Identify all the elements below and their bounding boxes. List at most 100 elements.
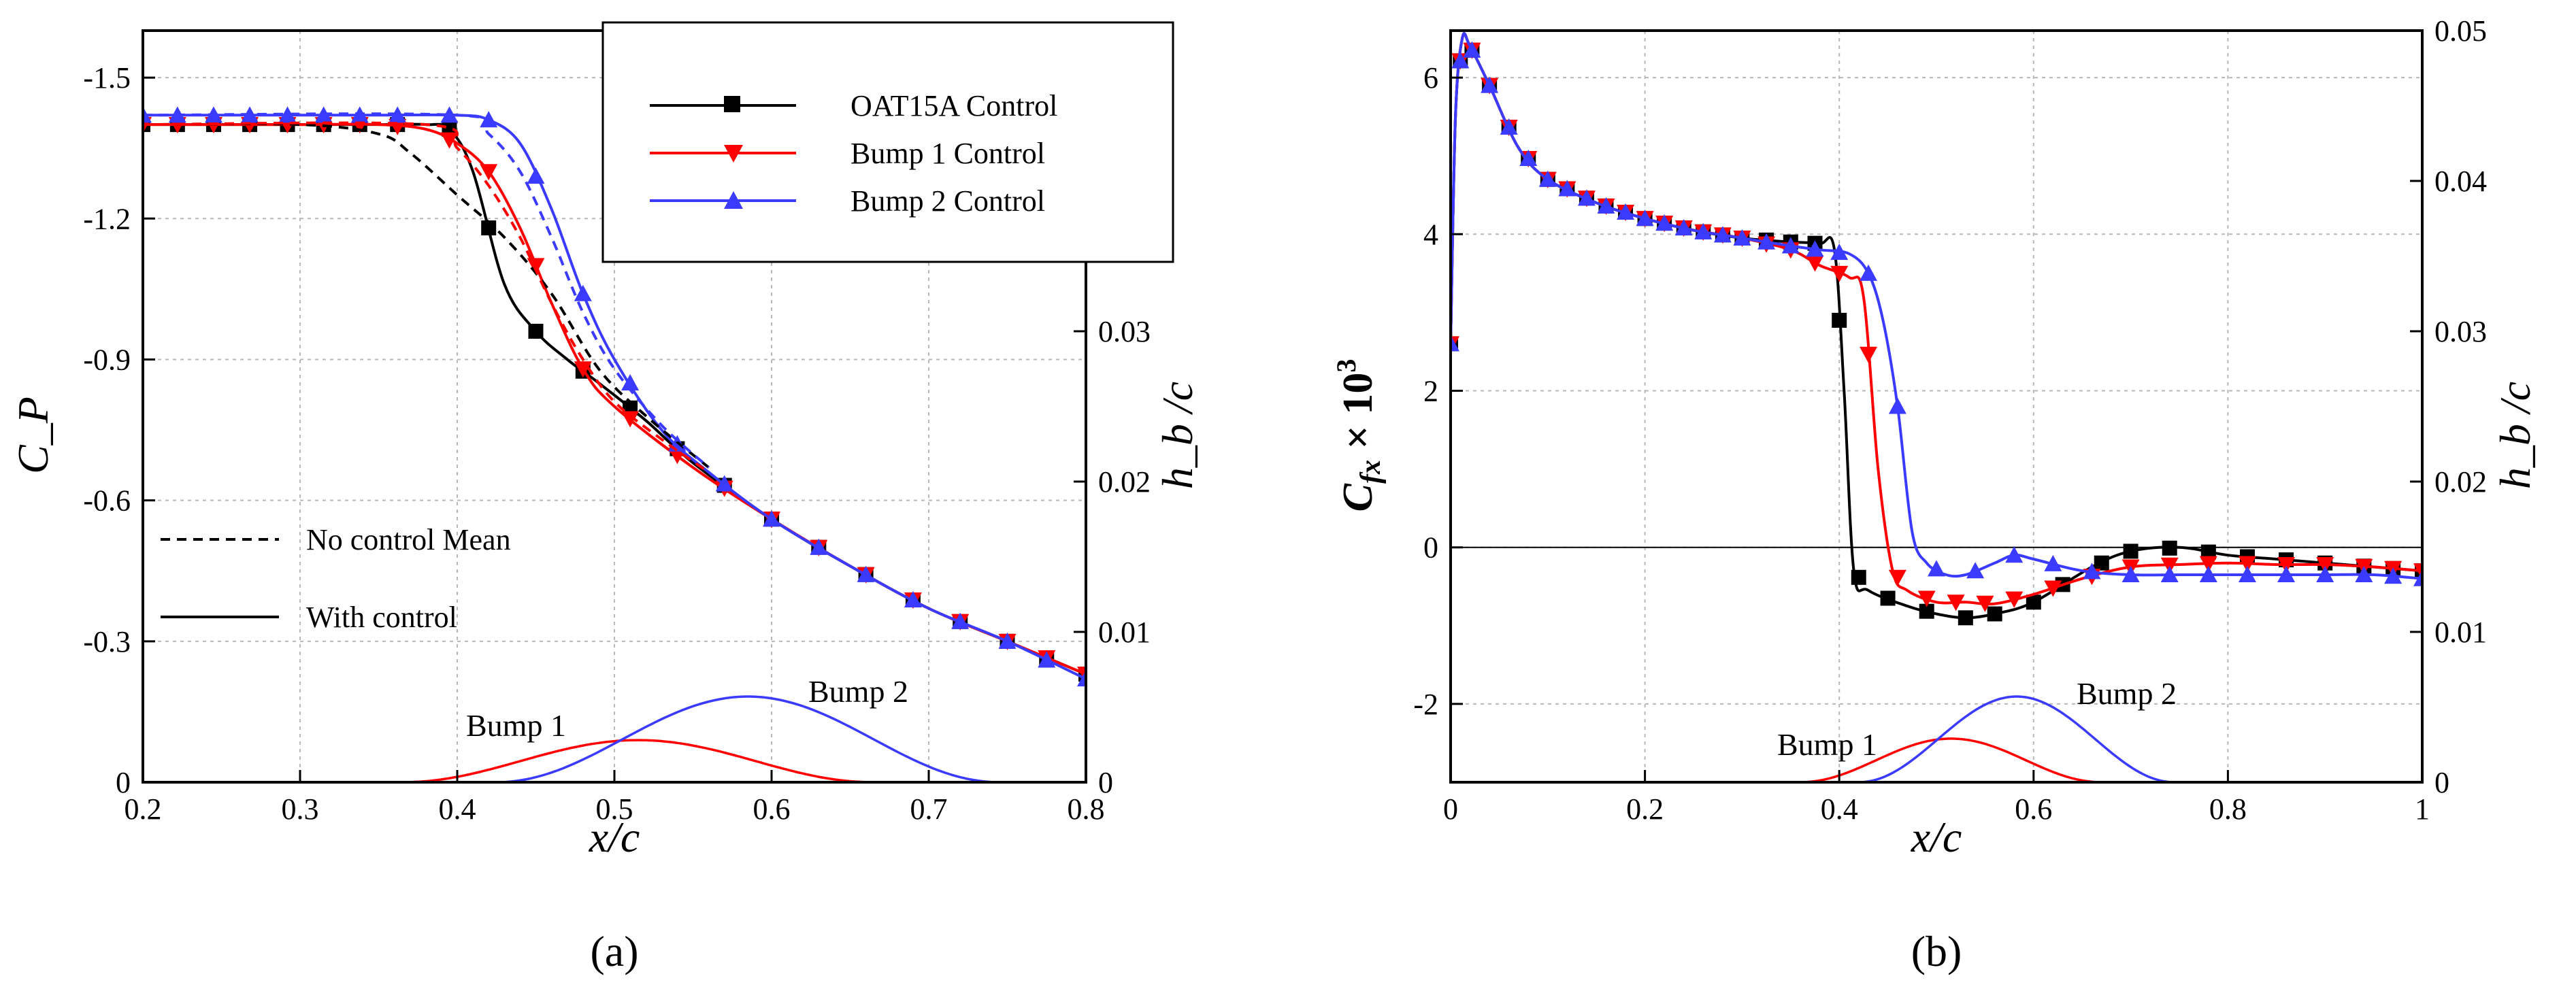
data-point-triangle-up [1694, 222, 1713, 239]
data-point-square [1851, 569, 1866, 585]
data-point-triangle-up [2005, 546, 2024, 563]
annotation-bump-2: Bump 2 [2077, 676, 2177, 711]
data-point-triangle-down [527, 258, 545, 275]
series-line [1451, 32, 2422, 620]
y-tick-label: 4 [1423, 218, 1438, 251]
data-point-triangle-up [1577, 189, 1596, 206]
y2-tick-label: 0.01 [1098, 616, 1151, 649]
data-point-triangle-up [1655, 214, 1674, 231]
data-point-triangle-up [1538, 170, 1557, 187]
data-point-triangle-up [1830, 244, 1849, 261]
data-point-triangle-up [2384, 567, 2402, 584]
data-point-triangle-up [1888, 397, 1906, 414]
data-point-triangle-down [2005, 591, 2024, 608]
data-point-square [1987, 606, 2002, 622]
data-point-triangle-up [1928, 560, 1945, 577]
data-point-square [1880, 590, 1896, 606]
y2-tick-label: 0.04 [2434, 165, 2487, 198]
data-point-square [1832, 312, 1847, 328]
panel-b: 0 0.2 0.4 0.6 0.8 1 -2 0 2 4 6 0 0.01 0.02 0.03 0.04 0.0… [1331, 14, 2539, 975]
data-point-triangle-down [2277, 557, 2296, 574]
panel-b-y2label: h_b /c [2491, 382, 2539, 489]
y-tick-label: 6 [1423, 61, 1438, 95]
panel-a-series [143, 106, 1086, 782]
y-tick-label: -0.6 [83, 484, 131, 518]
data-point-triangle-down [2316, 557, 2334, 574]
data-point-triangle-up [1636, 209, 1654, 227]
data-point-triangle-up [2238, 565, 2256, 582]
panel-b-ticks: 0 0.2 0.4 0.6 0.8 1 -2 0 2 4 6 0 0.01 0.02 0.03 0.04 0.0… [1413, 14, 2487, 826]
x-tick-label: 0.4 [439, 792, 476, 826]
bump-shape-line [1800, 737, 2102, 782]
data-point-triangle-up [1038, 651, 1056, 668]
data-point-triangle-up [1597, 197, 1615, 214]
panel-a-y2label: h_b /c [1153, 382, 1202, 489]
panel-b-xlabel: x/c [1911, 813, 1962, 861]
data-point-triangle-down [440, 132, 459, 149]
y-tick-label: 0 [116, 766, 131, 799]
data-point-triangle-up [2199, 565, 2217, 582]
data-point-triangle-down [1830, 265, 1849, 282]
y2-tick-label: 0 [1098, 766, 1113, 799]
data-point-square [2162, 540, 2177, 556]
annotation-bump-1: Bump 1 [466, 708, 566, 743]
data-point-triangle-up [440, 106, 459, 123]
panel-a: 0.2 0.3 0.4 0.5 0.6 0.7 0.80-0.3-0.6-0.9-1.2-1… [9, 21, 1202, 975]
data-point-triangle-up [2277, 565, 2296, 582]
panel-a-legend: OAT15A Control Bump 1 Control Bump 2 Con… [601, 21, 1174, 263]
data-point-triangle-up [1463, 41, 1481, 58]
bump-shape-line [1858, 695, 2175, 782]
data-point-triangle-down [574, 361, 592, 378]
data-point-triangle-down [1917, 590, 1936, 607]
data-point-triangle-down [2199, 556, 2217, 573]
data-point-triangle-up [1733, 229, 1751, 246]
data-point-triangle-down [2238, 556, 2256, 573]
data-point-square [528, 324, 544, 339]
y2-tick-label: 0.03 [2434, 315, 2487, 348]
legend-label: OAT15A Control [851, 89, 1057, 122]
data-point-triangle-up [1451, 335, 1459, 352]
legend-marker-triangle-up [724, 191, 743, 209]
data-point-triangle-down [1976, 595, 1994, 612]
data-point-triangle-up [278, 106, 297, 123]
data-point-triangle-up [2316, 565, 2334, 582]
data-point-square [2123, 543, 2139, 559]
y-tick-label: -0.9 [83, 343, 131, 376]
panel-b-grid [1451, 31, 2422, 782]
data-point-triangle-up [810, 538, 828, 555]
data-point-triangle-up [904, 591, 922, 608]
data-point-triangle-up [1451, 52, 1470, 69]
data-point-triangle-up [1757, 233, 1776, 250]
x-tick-label: 0.5 [596, 792, 633, 826]
panel-a-style-legend: No control Mean With control [161, 523, 511, 634]
data-point-triangle-up [1674, 219, 1693, 236]
x-tick-label: 0.6 [2015, 792, 2052, 826]
x-tick-label: 0.7 [910, 792, 948, 826]
data-point-triangle-up [1481, 76, 1499, 93]
data-point-triangle-up [2121, 565, 2140, 582]
y2-tick-label: 0.05 [2434, 14, 2487, 48]
data-point-triangle-up [621, 373, 640, 390]
x-tick-label: 0 [1443, 792, 1458, 826]
bump-shape-line [402, 739, 874, 782]
data-point-triangle-up [715, 475, 733, 492]
y2-tick-label: 0.02 [1098, 465, 1151, 499]
series-line [1451, 32, 2422, 580]
legend-entry-bump2: Bump 2 Control [650, 184, 1045, 218]
bump-shape-line [496, 695, 1000, 782]
series-line [143, 113, 1086, 680]
data-point-triangle-up [1860, 264, 1878, 281]
y-tick-label: -0.3 [83, 625, 131, 658]
y2-tick-label: 0.03 [1098, 315, 1151, 348]
y-tick-label: -2 [1413, 688, 1438, 721]
x-tick-label: 0.4 [1821, 792, 1858, 826]
data-point-square [2094, 555, 2109, 571]
panel-b-label: (b) [1911, 927, 1962, 975]
data-point-triangle-up [527, 167, 545, 184]
series-line-dashed [143, 112, 710, 469]
legend-label: Bump 2 Control [851, 184, 1045, 218]
data-point-triangle-down [1077, 667, 1086, 684]
series-line-dashed [143, 121, 710, 473]
annotation-bump-2: Bump 2 [808, 674, 908, 709]
